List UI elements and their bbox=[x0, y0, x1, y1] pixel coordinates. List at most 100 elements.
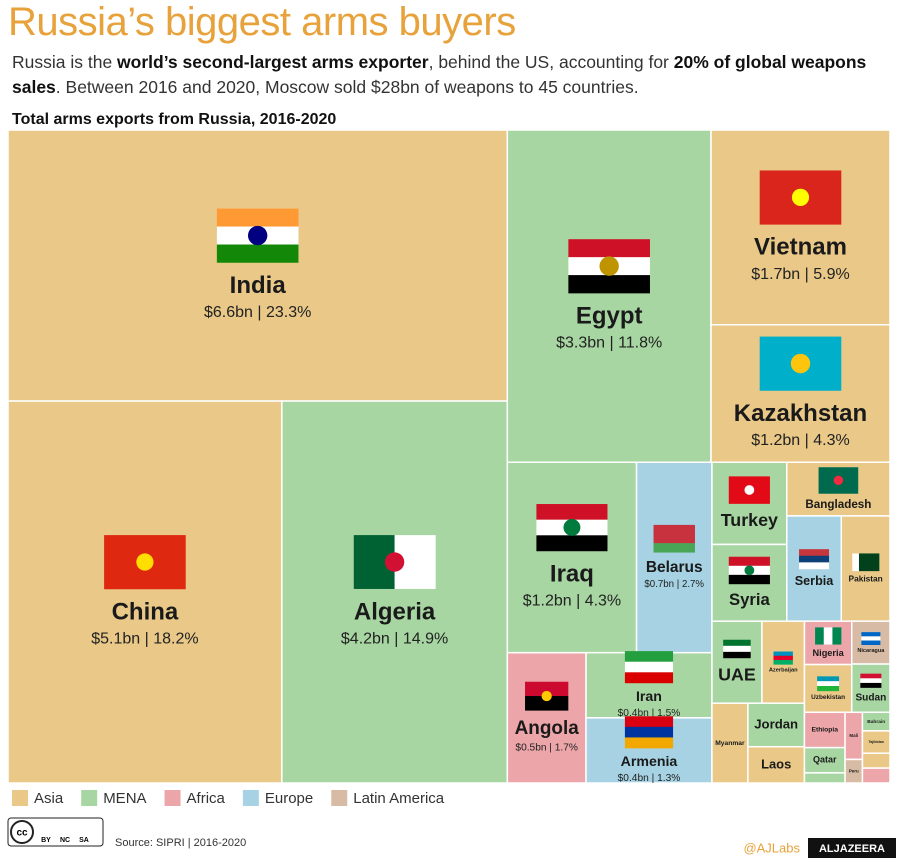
legend-label: Latin America bbox=[353, 790, 445, 807]
flag-emblem bbox=[790, 353, 811, 374]
flag-stripe bbox=[723, 645, 751, 653]
license-text: BY bbox=[41, 837, 51, 844]
tile-label: Mali bbox=[849, 733, 858, 738]
flag-stripe bbox=[773, 655, 793, 661]
flag-emblem bbox=[744, 485, 755, 495]
flag-stripe bbox=[872, 553, 880, 572]
flag-emblem bbox=[136, 553, 154, 571]
tile-value-label: $3.3bn | 11.8% bbox=[556, 335, 662, 352]
tile bbox=[711, 702, 749, 784]
flag-stripe bbox=[817, 681, 840, 687]
tile-label: Peru bbox=[849, 768, 859, 773]
flag-stripe bbox=[536, 504, 608, 520]
flag-emblem bbox=[563, 519, 581, 536]
tile-label: Nigeria bbox=[812, 648, 844, 658]
logo-box bbox=[808, 838, 896, 858]
tile bbox=[506, 461, 638, 654]
tile-value-label: $0.5bn | 1.7% bbox=[515, 743, 578, 754]
tile-value-label: $4.2bn | 14.9% bbox=[341, 631, 448, 648]
legend-swatch bbox=[12, 790, 28, 806]
flag-stripe bbox=[773, 651, 793, 657]
license-text: SA bbox=[79, 837, 89, 844]
cc-icon-text: cc bbox=[16, 828, 28, 839]
flag-stripe bbox=[624, 672, 674, 684]
tile-label: Bangladesh bbox=[805, 498, 871, 511]
tile-value-label: $0.7bn | 2.7% bbox=[644, 579, 704, 590]
tile-label: Ethiopia bbox=[811, 727, 838, 734]
tile-label: Myanmar bbox=[715, 740, 745, 747]
tile-label: Qatar bbox=[813, 755, 837, 765]
source: Source: SIPRI | 2016-2020 bbox=[115, 837, 246, 849]
flag-emblem bbox=[247, 225, 268, 246]
tile-label: Tajikistan bbox=[869, 740, 884, 744]
tile-label: Angola bbox=[515, 718, 580, 739]
flag-stripe bbox=[860, 678, 882, 684]
tile-label: Uzbekistan bbox=[811, 694, 845, 701]
tile-label: Laos bbox=[761, 756, 791, 771]
flag-stripe bbox=[653, 524, 695, 535]
flag-stripe bbox=[216, 208, 299, 227]
subtitle: Russia is the world’s second-largest arm… bbox=[12, 50, 896, 100]
flag-emblem bbox=[744, 565, 755, 576]
flag-stripe bbox=[723, 651, 751, 659]
flag-stripe bbox=[525, 696, 569, 711]
tile bbox=[7, 129, 509, 402]
flag-stripe bbox=[728, 574, 770, 585]
flag-stripe bbox=[525, 681, 569, 697]
flag-stripe bbox=[568, 239, 650, 258]
flag-stripe bbox=[653, 534, 695, 544]
tile bbox=[747, 745, 806, 784]
flag-stripe bbox=[861, 640, 881, 646]
tile-label: Pakistan bbox=[849, 574, 883, 584]
legend-label: MENA bbox=[103, 790, 146, 807]
flag-emblem bbox=[541, 690, 552, 702]
subtitle-run: world’s second-largest arms exporter bbox=[117, 52, 429, 72]
flag-stripe bbox=[216, 244, 299, 263]
credit: @AJLabs bbox=[743, 840, 800, 855]
tile bbox=[506, 129, 712, 464]
license-badge bbox=[7, 817, 104, 847]
flag-stripe bbox=[624, 726, 674, 738]
flag-stripe bbox=[536, 535, 608, 552]
flag-emblem bbox=[599, 256, 619, 276]
flag-stripe bbox=[568, 275, 650, 294]
tile-label: Egypt bbox=[576, 302, 643, 329]
flag-stripe bbox=[799, 562, 830, 570]
tile-label: Iran bbox=[636, 689, 662, 705]
subtitle-run: . Between 2016 and 2020, Moscow sold $28… bbox=[55, 77, 639, 97]
tile-value-label: $6.6bn | 23.3% bbox=[204, 304, 311, 321]
flag-stripe bbox=[860, 682, 882, 688]
legend-swatch bbox=[81, 790, 98, 806]
tile bbox=[803, 772, 846, 784]
flag-stripe bbox=[773, 660, 793, 665]
tile-label: UAE bbox=[718, 664, 756, 684]
tile-value-label: $0.4bn | 1.5% bbox=[618, 708, 681, 719]
tile bbox=[710, 129, 891, 326]
flag-emblem bbox=[791, 188, 810, 207]
flag-emblem bbox=[384, 552, 405, 572]
tile-label: Turkey bbox=[721, 510, 778, 530]
flag-stripe bbox=[832, 627, 842, 645]
tile-label: China bbox=[112, 598, 179, 625]
flag-stripe bbox=[861, 636, 881, 641]
tile-label: Bahrain bbox=[867, 719, 885, 725]
tile-label: Belarus bbox=[646, 559, 703, 576]
flag-stripe bbox=[817, 686, 840, 692]
flag-stripe bbox=[624, 661, 674, 673]
tile-label: Syria bbox=[729, 590, 771, 609]
legend-swatch bbox=[164, 790, 181, 806]
tile-label: Iraq bbox=[550, 560, 594, 587]
flag-stripe bbox=[817, 676, 840, 682]
tile-label: Algeria bbox=[354, 598, 436, 625]
flag-stripe bbox=[723, 639, 751, 647]
flag-stripe bbox=[653, 543, 695, 553]
tile bbox=[861, 767, 891, 784]
tile-label: Azerbaijan bbox=[769, 668, 798, 674]
license-text: NC bbox=[60, 837, 70, 844]
flag-stripe bbox=[728, 556, 770, 567]
tile-label: Vietnam bbox=[754, 234, 847, 261]
subtitle-run: 20% of global weapons sales bbox=[12, 52, 867, 97]
flag-stripe bbox=[624, 737, 674, 749]
chart-title: Total arms exports from Russia, 2016-202… bbox=[12, 111, 336, 128]
